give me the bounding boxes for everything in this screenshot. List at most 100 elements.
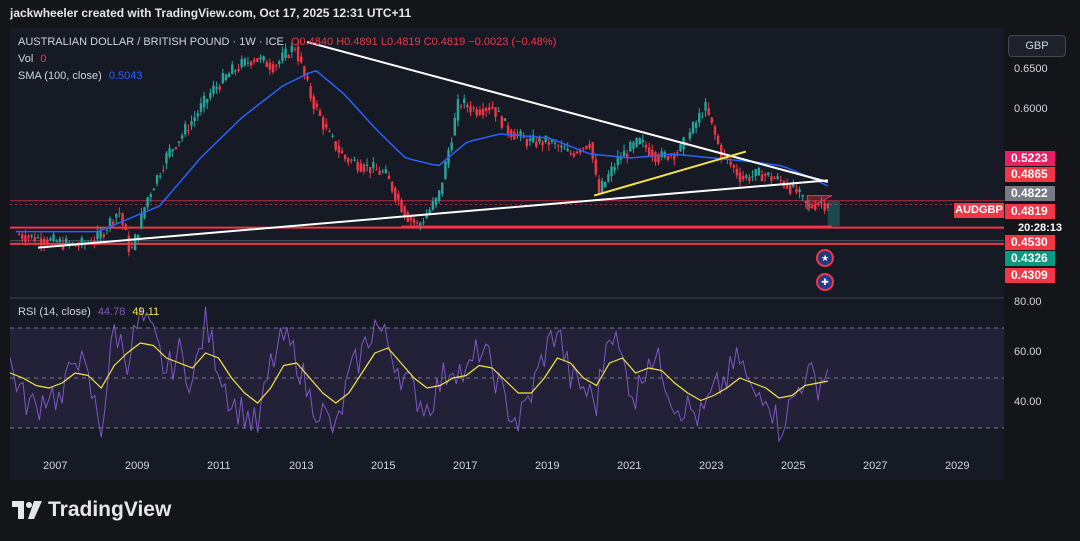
candle-body xyxy=(760,174,764,182)
price-chart[interactable] xyxy=(10,28,1004,480)
candle-body xyxy=(394,187,397,201)
volume-legend: Vol 0 xyxy=(18,53,50,65)
candle-body xyxy=(212,85,215,94)
candle-body xyxy=(284,48,287,59)
volume-label: Vol xyxy=(18,53,34,65)
candle-body xyxy=(679,144,682,152)
candle-body xyxy=(688,132,692,139)
candle-body xyxy=(622,150,626,157)
sma-label: SMA (100, close) xyxy=(18,70,102,82)
symbol-price-tag: AUDGBP xyxy=(954,203,1004,218)
candle-body xyxy=(669,154,673,156)
candle-body xyxy=(600,181,604,193)
candle-body xyxy=(676,152,679,154)
price-badge: 0.5223 xyxy=(1005,151,1055,166)
candle-body xyxy=(74,245,77,247)
candle-body xyxy=(124,224,127,231)
candle-body xyxy=(224,74,228,81)
candle-body xyxy=(726,157,729,159)
rsi-value: 44.78 xyxy=(97,306,126,318)
candle-body xyxy=(268,63,272,70)
candle-body xyxy=(290,45,294,52)
candle-body xyxy=(434,197,438,206)
candle-body xyxy=(754,169,757,176)
projection-box xyxy=(827,201,840,226)
rsi-label: RSI (14, close) xyxy=(18,306,91,318)
time-tick-label: 2029 xyxy=(945,460,970,472)
candle-body xyxy=(494,107,497,118)
candle-body xyxy=(133,234,137,250)
candle-body xyxy=(303,66,306,76)
candle-body xyxy=(146,197,149,208)
candle-body xyxy=(817,203,820,205)
candle-body xyxy=(654,152,657,162)
candle-body xyxy=(196,113,199,117)
candle-body xyxy=(673,153,676,160)
candle-body xyxy=(300,56,303,63)
candle-body xyxy=(785,182,789,189)
candle-body xyxy=(215,87,218,90)
candle-body xyxy=(475,109,478,116)
candle-body xyxy=(810,206,814,208)
candle-body xyxy=(691,122,695,134)
candle-body xyxy=(519,130,522,136)
time-tick-label: 2027 xyxy=(863,460,888,472)
candle-body xyxy=(202,95,206,108)
candle-body xyxy=(616,155,619,166)
candle-body xyxy=(563,148,566,150)
candle-body xyxy=(716,135,720,144)
brand-name: TradingView xyxy=(48,498,172,521)
candle-body xyxy=(607,174,610,182)
candle-body xyxy=(17,234,21,235)
australia-flag-icon[interactable]: ★ xyxy=(816,249,834,267)
candle-body xyxy=(528,138,532,142)
time-tick-label: 2025 xyxy=(781,460,806,472)
candle-body xyxy=(381,171,384,173)
uk-flag-icon[interactable]: ✚ xyxy=(816,273,834,291)
chart-attribution: jackwheeler created with TradingView.com… xyxy=(10,6,412,20)
currency-button[interactable]: GBP xyxy=(1008,35,1066,57)
candle-body xyxy=(130,246,134,248)
candle-body xyxy=(459,106,463,108)
candle-body xyxy=(115,213,118,218)
candle-body xyxy=(741,176,745,180)
candle-body xyxy=(450,142,453,151)
candle-body xyxy=(704,102,707,111)
candle-body xyxy=(500,116,504,128)
time-tick-label: 2009 xyxy=(125,460,150,472)
candle-body xyxy=(591,142,594,160)
candle-body xyxy=(93,240,96,243)
resistance-trendline xyxy=(306,41,829,183)
candle-body xyxy=(265,61,268,68)
candle-body xyxy=(337,145,341,153)
candle-body xyxy=(362,164,366,172)
candle-body xyxy=(287,55,290,58)
candle-body xyxy=(127,235,131,252)
candle-body xyxy=(481,108,485,116)
time-tick-label: 2017 xyxy=(453,460,478,472)
candle-body xyxy=(36,237,40,239)
candle-body xyxy=(155,175,159,184)
candle-body xyxy=(187,130,190,132)
candle-body xyxy=(184,124,187,135)
candle-body xyxy=(177,141,181,143)
candle-body xyxy=(497,111,500,113)
rsi-legend: RSI (14, close) 44.78 49.11 xyxy=(18,306,163,318)
candle-body xyxy=(425,214,428,219)
candle-body xyxy=(102,234,105,237)
candle-body xyxy=(807,204,811,206)
candle-body xyxy=(271,64,275,73)
candle-body xyxy=(823,202,826,211)
candle-body xyxy=(779,180,782,182)
candle-body xyxy=(735,168,739,176)
candle-body xyxy=(525,139,529,147)
candle-body xyxy=(64,238,68,244)
candle-body xyxy=(632,142,635,149)
tradingview-logo[interactable]: TradingView xyxy=(12,498,171,522)
chart-panel[interactable] xyxy=(10,28,1004,480)
candle-body xyxy=(318,110,322,116)
candle-body xyxy=(162,170,165,172)
candle-body xyxy=(309,86,312,99)
candle-body xyxy=(484,108,488,111)
candle-body xyxy=(96,231,99,240)
